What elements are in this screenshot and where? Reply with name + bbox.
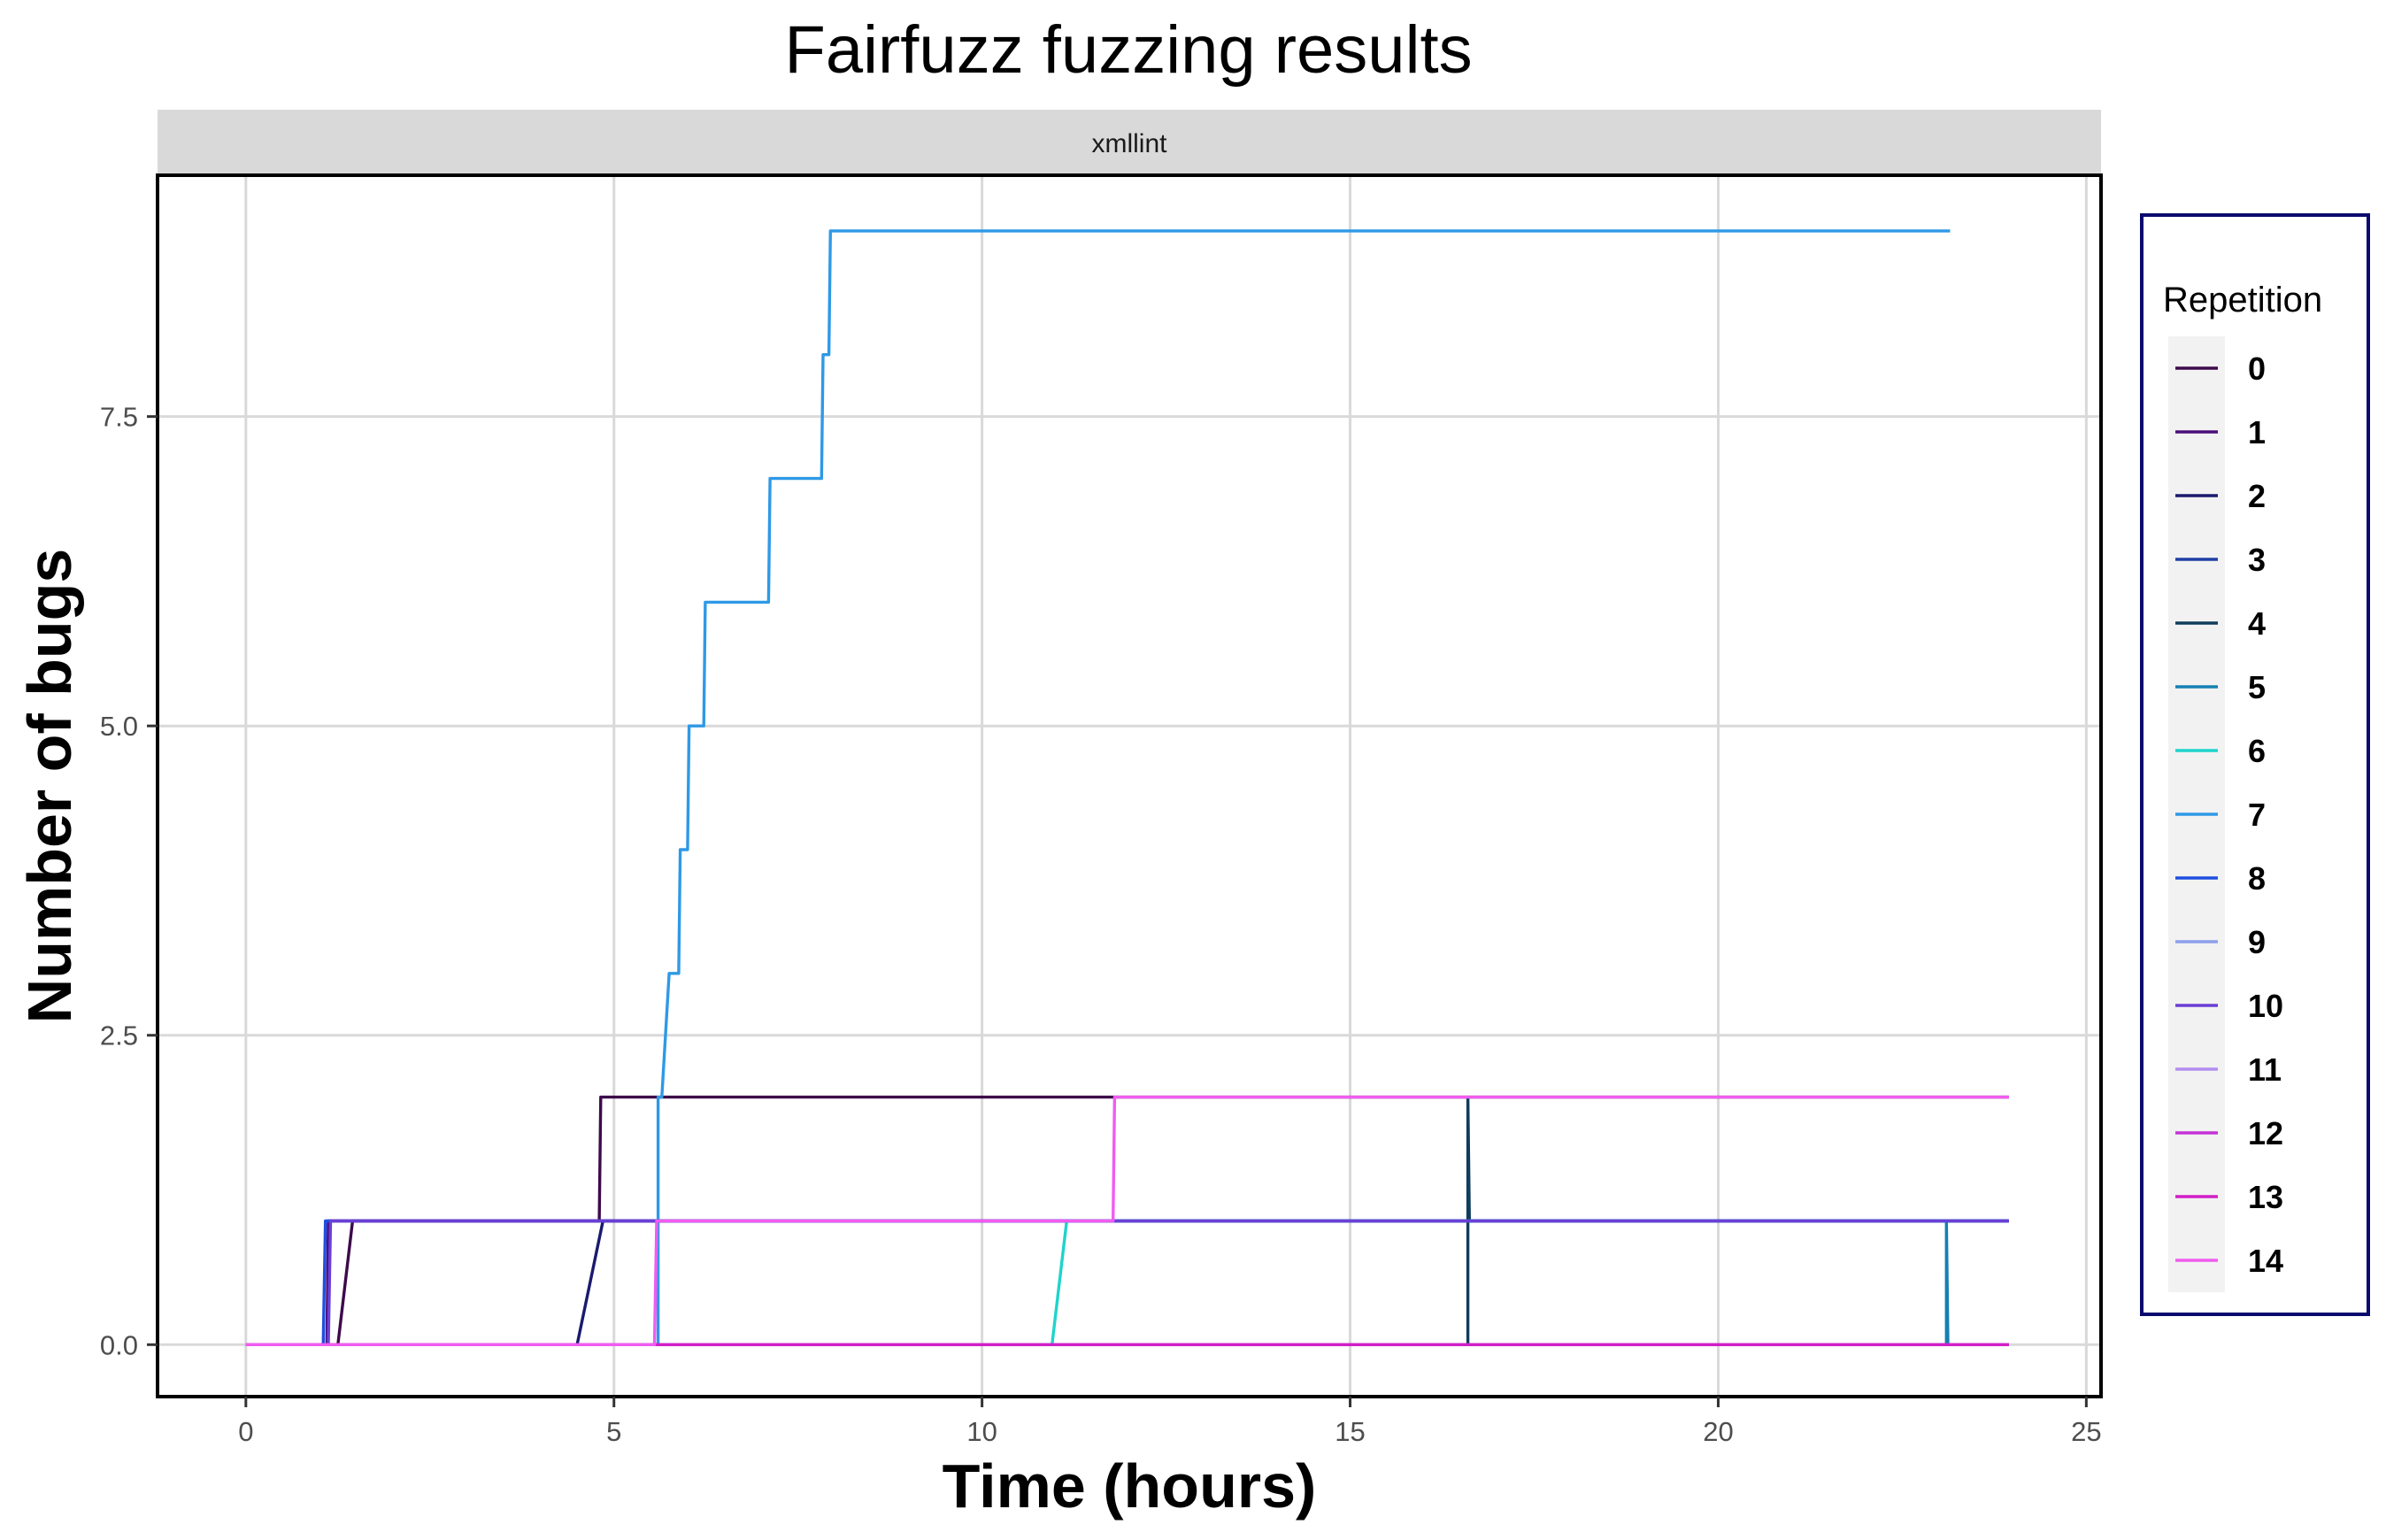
legend-label-11: 11 — [2248, 1051, 2282, 1088]
x-tick-label: 15 — [1335, 1416, 1365, 1447]
legend-label-4: 4 — [2248, 605, 2266, 642]
legend-label-1: 1 — [2248, 414, 2266, 450]
legend-label-5: 5 — [2248, 669, 2266, 705]
facet-label: xmllint — [1091, 129, 1167, 158]
legend-label-14: 14 — [2248, 1243, 2283, 1279]
x-axis: 0 5 10 15 20 25 — [238, 1397, 2102, 1447]
legend-label-2: 2 — [2248, 478, 2266, 514]
legend-label-10: 10 — [2248, 988, 2283, 1024]
plot-panel — [158, 175, 2101, 1397]
series-line-7 — [245, 229, 1951, 1346]
chart-title: Fairfuzz fuzzing results — [784, 12, 1472, 88]
legend-label-6: 6 — [2248, 733, 2266, 769]
x-tick-label: 20 — [1703, 1416, 1733, 1447]
x-tick-label: 0 — [238, 1416, 253, 1447]
legend-label-13: 13 — [2248, 1179, 2283, 1215]
legend-label-0: 0 — [2248, 350, 2266, 387]
panel-border — [156, 173, 2103, 1398]
y-tick-label: 5.0 — [100, 711, 138, 742]
y-axis: 0.0 2.5 5.0 7.5 — [100, 402, 158, 1360]
legend-label-9: 9 — [2248, 924, 2266, 960]
x-tick-label: 5 — [606, 1416, 621, 1447]
legend-label-3: 3 — [2248, 542, 2266, 578]
x-axis-title: Time (hours) — [943, 1451, 1317, 1521]
y-tick-label: 0.0 — [100, 1329, 138, 1360]
x-tick-label: 25 — [2071, 1416, 2101, 1447]
series-line-14 — [245, 1095, 2009, 1346]
legend-label-12: 12 — [2248, 1115, 2283, 1151]
y-tick-label: 7.5 — [100, 402, 138, 433]
legend-label-8: 8 — [2248, 860, 2266, 897]
y-axis-title: Number of bugs — [15, 549, 84, 1024]
series-lines — [245, 229, 2009, 1346]
legend-title: Repetition — [2163, 281, 2322, 320]
x-tick-label: 10 — [966, 1416, 997, 1447]
y-tick-label: 2.5 — [100, 1020, 138, 1051]
facet-strip — [158, 110, 2101, 173]
legend-label-7: 7 — [2248, 797, 2266, 833]
